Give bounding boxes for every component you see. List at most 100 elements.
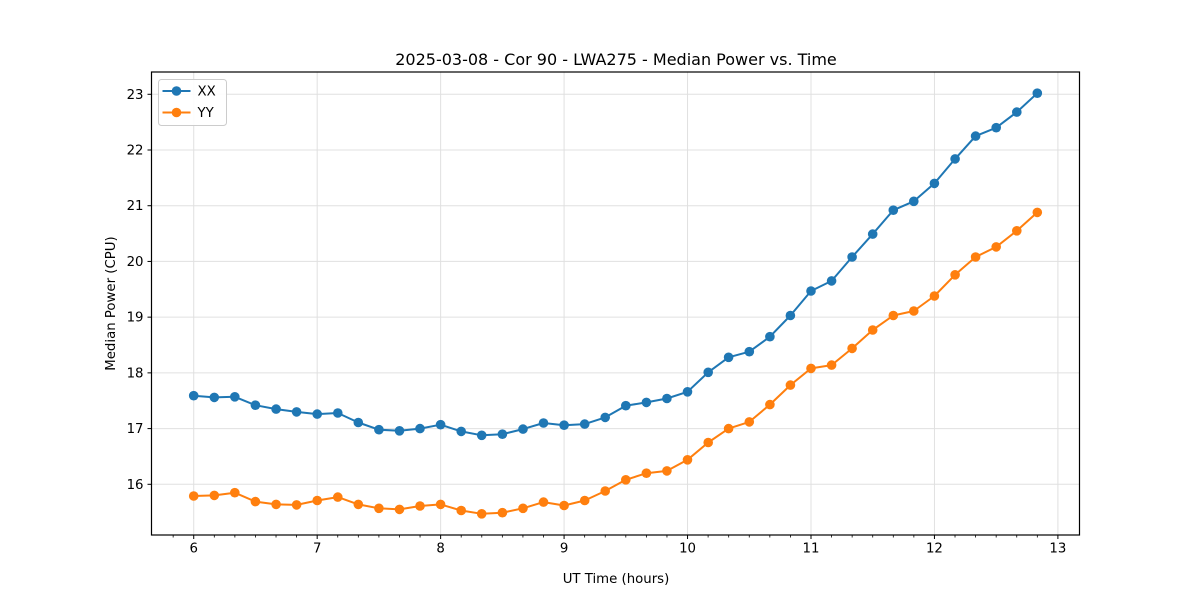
series-XX-marker bbox=[600, 412, 610, 423]
series-YY-marker bbox=[188, 491, 199, 501]
series-YY-marker bbox=[970, 252, 981, 262]
series-YY-marker bbox=[538, 497, 549, 507]
series-YY-marker bbox=[579, 495, 590, 506]
series-YY-marker bbox=[621, 475, 631, 485]
series-XX-marker bbox=[826, 276, 837, 286]
series-XX-marker bbox=[1012, 107, 1022, 117]
legend-marker bbox=[171, 86, 182, 96]
series-YY-marker bbox=[353, 499, 364, 510]
x-tick-label: 9 bbox=[560, 542, 568, 557]
series-XX-marker bbox=[703, 367, 713, 378]
chart-title: 2025-03-08 - Cor 90 - LWA275 - Median Po… bbox=[395, 50, 837, 69]
x-tick-label: 11 bbox=[803, 542, 820, 557]
series-XX-line bbox=[193, 92, 1038, 437]
series-XX-marker bbox=[950, 154, 960, 164]
series-YY-marker bbox=[250, 496, 261, 507]
y-tick-label: 23 bbox=[127, 88, 144, 103]
series-XX-marker bbox=[621, 400, 631, 411]
series-YY-marker bbox=[1032, 207, 1043, 218]
series-XX-marker bbox=[435, 419, 446, 430]
series-XX-marker bbox=[394, 426, 405, 436]
x-tick-label: 12 bbox=[926, 542, 943, 557]
series-YY-line bbox=[193, 211, 1038, 515]
y-tick-label: 21 bbox=[127, 199, 144, 214]
series-YY-marker bbox=[456, 505, 467, 516]
series-YY-marker bbox=[723, 423, 734, 434]
axes-spines bbox=[150, 71, 1081, 536]
series-YY-marker bbox=[559, 500, 569, 511]
series-XX-marker bbox=[271, 404, 281, 414]
series-YY-marker bbox=[682, 455, 693, 465]
series-XX-marker bbox=[806, 286, 816, 296]
series-YY-marker bbox=[497, 507, 508, 518]
series-YY-marker bbox=[888, 310, 899, 321]
x-axis-label: UT Time (hours) bbox=[562, 572, 670, 587]
legend-label: XX bbox=[198, 85, 216, 100]
series-YY-marker bbox=[641, 468, 652, 479]
series-YY-marker bbox=[867, 325, 878, 335]
series-XX-marker bbox=[867, 229, 878, 239]
series-XX-marker bbox=[291, 407, 302, 417]
series-YY-marker bbox=[600, 486, 610, 496]
series-YY-marker bbox=[765, 399, 775, 410]
y-tick-label: 17 bbox=[127, 422, 144, 437]
y-tick-label: 20 bbox=[127, 255, 144, 270]
series-XX-marker bbox=[723, 352, 734, 363]
series-XX-marker bbox=[312, 409, 323, 419]
series-XX-marker bbox=[456, 426, 467, 437]
series-YY-marker bbox=[1012, 226, 1022, 236]
series-XX-marker bbox=[250, 400, 261, 411]
series-YY-marker bbox=[806, 363, 816, 374]
series-XX-marker bbox=[353, 417, 364, 428]
series-XX-marker bbox=[785, 310, 796, 321]
series-YY-marker bbox=[703, 437, 713, 448]
series-XX-marker bbox=[209, 392, 220, 403]
series-YY-marker bbox=[312, 495, 323, 506]
series-XX-marker bbox=[374, 424, 384, 435]
y-tick-label: 18 bbox=[127, 366, 144, 381]
series-XX-marker bbox=[662, 393, 672, 404]
series-YY-marker bbox=[230, 487, 240, 498]
series-XX-marker bbox=[641, 397, 652, 408]
y-tick-label: 16 bbox=[127, 478, 144, 493]
x-tick-label: 13 bbox=[1049, 542, 1066, 557]
series-XX-marker bbox=[1032, 88, 1043, 98]
series-YY-marker bbox=[209, 490, 220, 501]
legend bbox=[158, 79, 227, 126]
series-XX-marker bbox=[497, 429, 508, 440]
series-YY-marker bbox=[929, 291, 940, 301]
series-XX-marker bbox=[579, 419, 590, 429]
series-XX-marker bbox=[929, 178, 940, 189]
series-YY-marker bbox=[394, 504, 405, 515]
series-XX-marker bbox=[909, 196, 919, 207]
series-YY-marker bbox=[744, 417, 755, 427]
series-XX-marker bbox=[333, 408, 343, 418]
series-YY-marker bbox=[785, 380, 796, 390]
series-YY-marker bbox=[518, 503, 528, 514]
series-XX-marker bbox=[518, 424, 528, 434]
series-XX-marker bbox=[538, 418, 549, 428]
series-XX-marker bbox=[765, 331, 775, 342]
x-tick-label: 6 bbox=[189, 542, 197, 557]
x-tick-label: 7 bbox=[313, 542, 321, 557]
series-XX-marker bbox=[415, 423, 425, 434]
series-XX-marker bbox=[888, 205, 899, 215]
legend-marker bbox=[171, 107, 182, 118]
legend-label: YY bbox=[197, 106, 215, 121]
series-XX-marker bbox=[970, 131, 981, 141]
series-YY-marker bbox=[826, 360, 837, 370]
series-YY-marker bbox=[415, 501, 425, 511]
series-XX-marker bbox=[559, 420, 569, 431]
series-XX-marker bbox=[682, 387, 693, 397]
series-XX-marker bbox=[744, 346, 755, 357]
series-XX-marker bbox=[230, 392, 240, 402]
series-YY-marker bbox=[291, 500, 302, 510]
series-XX-marker bbox=[476, 430, 487, 441]
series-YY-marker bbox=[271, 499, 281, 510]
y-tick-label: 22 bbox=[127, 144, 144, 159]
series-XX-marker bbox=[847, 252, 857, 262]
x-tick-label: 10 bbox=[679, 542, 696, 557]
series-YY-marker bbox=[991, 242, 1001, 252]
